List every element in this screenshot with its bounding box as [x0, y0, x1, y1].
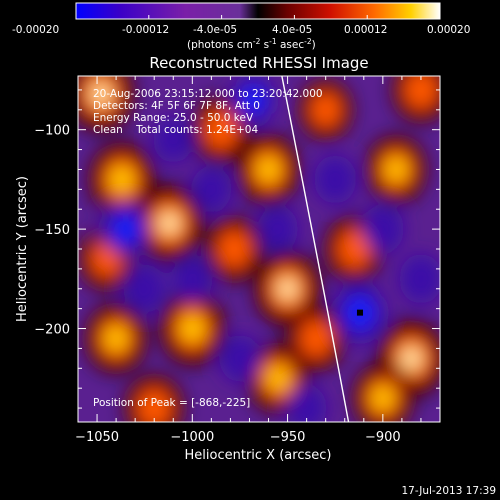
x-axis-label: Heliocentric X (arcsec) — [185, 448, 332, 463]
colorbar-tick-label: -0.00012 — [122, 24, 169, 36]
y-axis-label: Heliocentric Y (arcsec) — [15, 176, 30, 322]
peak-position-label: Position of Peak = [-868,-225] — [93, 397, 250, 409]
y-tick-label: −150 — [34, 223, 70, 238]
negative-blob — [112, 214, 139, 244]
info-time-range: 20-Aug-2006 23:15:12.000 to 23:20:42.000 — [93, 88, 323, 100]
negative-blob — [314, 155, 357, 204]
emission-blob — [405, 351, 418, 365]
colorbar-tick-label: -4.0e-05 — [193, 24, 237, 36]
negative-blob — [172, 255, 213, 302]
minimum-marker — [356, 309, 363, 316]
emission-blob — [257, 157, 280, 182]
axis-tick-labels: −1050 −1000 −950 −900 −100 −150 −200 — [34, 124, 400, 445]
emission-blob — [282, 282, 294, 296]
chart-title: Reconstructed RHESSI Image — [149, 54, 368, 72]
info-energy-range: Energy Range: 25.0 - 50.0 keV — [93, 112, 254, 124]
emission-blob — [386, 157, 407, 182]
negative-blob — [241, 85, 266, 114]
emission-blob — [205, 111, 237, 148]
negative-blob — [191, 166, 232, 213]
emission-blob — [372, 386, 393, 410]
negative-blob — [286, 385, 327, 422]
emission-blob — [405, 76, 437, 108]
timestamp: 17-Jul-2013 17:39 — [401, 485, 496, 497]
x-tick-label: −1000 — [170, 430, 214, 445]
negative-blob — [123, 264, 166, 313]
info-clean-counts: Clean Total counts: 1.24E+04 — [93, 124, 258, 136]
x-tick-label: −1050 — [75, 430, 119, 445]
colorbar-tick-label: 4.0e-05 — [272, 24, 312, 36]
x-tick-label: −900 — [365, 430, 401, 445]
negative-blob — [361, 204, 404, 254]
emission-blob — [181, 315, 204, 342]
colorbar-units: (photons cm-2 s-1 asec-2) — [187, 37, 316, 51]
colorbar-tick-label: 0.00020 — [427, 24, 470, 36]
colorbar-ticks — [75, 15, 441, 19]
emission-blob — [105, 326, 127, 351]
x-tick-label: −950 — [270, 430, 306, 445]
negative-blob — [219, 334, 261, 382]
emission-blob — [163, 216, 176, 230]
heatmap — [78, 76, 440, 422]
emission-blob — [138, 389, 171, 422]
emission-blob — [300, 320, 332, 357]
emission-blob — [218, 231, 250, 267]
peak-marker — [356, 309, 363, 316]
axis-ticks — [77, 76, 441, 422]
info-detectors: Detectors: 4F 5F 6F 7F 8F, Att 0 — [93, 100, 260, 112]
colorbar-tick-label: -0.00020 — [12, 24, 59, 36]
emission-blob — [110, 166, 133, 193]
colorbar-tick-label: 0.00012 — [344, 24, 387, 36]
y-tick-label: −200 — [34, 323, 70, 338]
emission-blob — [311, 93, 341, 127]
negative-blob — [399, 254, 440, 304]
emission-blob — [95, 87, 107, 101]
emission-blob — [267, 366, 289, 391]
colorbar — [75, 2, 441, 20]
negative-blob — [258, 206, 299, 253]
negative-blob — [153, 116, 194, 163]
emission-blob — [338, 230, 371, 268]
y-tick-label: −100 — [34, 124, 70, 139]
solar-limb — [281, 76, 350, 422]
